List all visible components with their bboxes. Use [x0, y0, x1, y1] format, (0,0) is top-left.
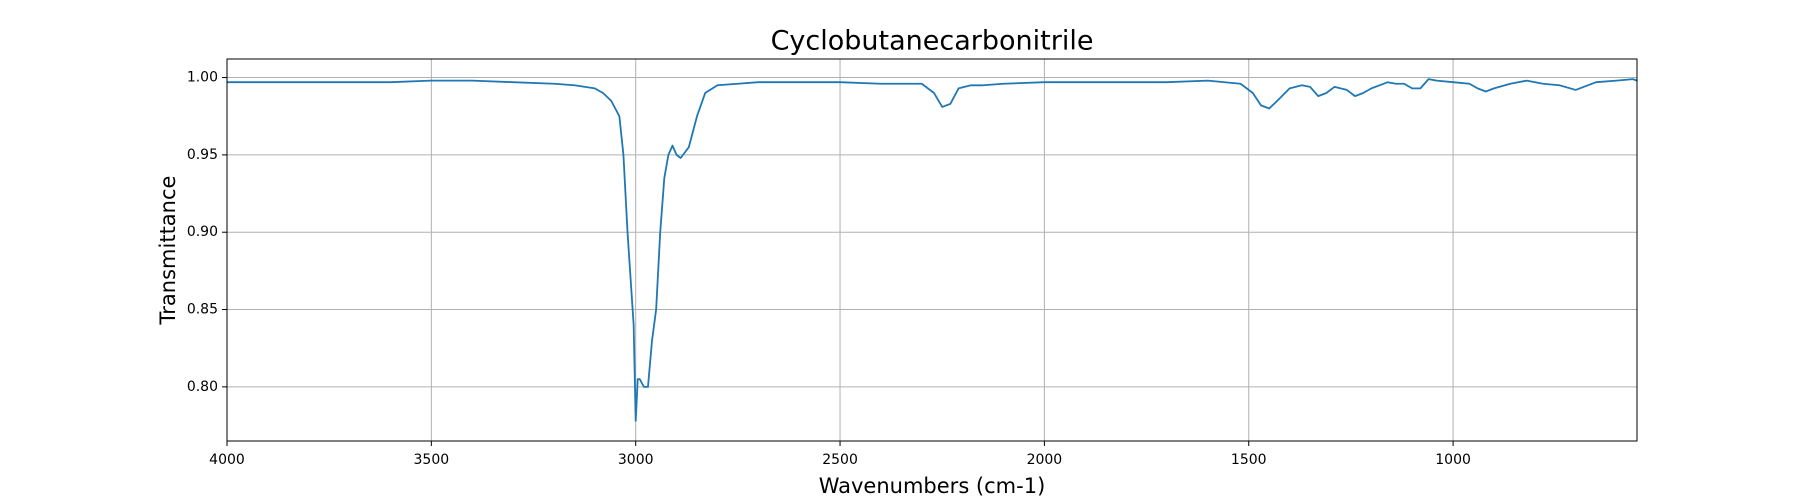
x-axis-label: Wavenumbers (cm-1)	[819, 474, 1046, 498]
x-tick-label: 3500	[414, 452, 450, 468]
chart-title: Cyclobutanecarbonitrile	[771, 26, 1094, 57]
x-tick-label: 2000	[1027, 452, 1063, 468]
x-tick-label: 1500	[1231, 452, 1267, 468]
y-tick-label: 0.85	[187, 302, 218, 318]
x-tick-label: 2500	[822, 452, 858, 468]
y-tick-label: 0.95	[187, 147, 218, 163]
x-tick-label: 1000	[1435, 452, 1471, 468]
spectrum-line	[227, 78, 1638, 422]
plot-frame	[226, 58, 1638, 442]
y-tick-label: 1.00	[187, 70, 218, 86]
y-tick-label: 0.80	[187, 379, 218, 395]
x-tick-label: 3000	[618, 452, 654, 468]
y-tick-label: 0.90	[187, 224, 218, 240]
y-axis-label: Transmittance	[156, 176, 180, 326]
x-tick-label: 4000	[209, 452, 245, 468]
